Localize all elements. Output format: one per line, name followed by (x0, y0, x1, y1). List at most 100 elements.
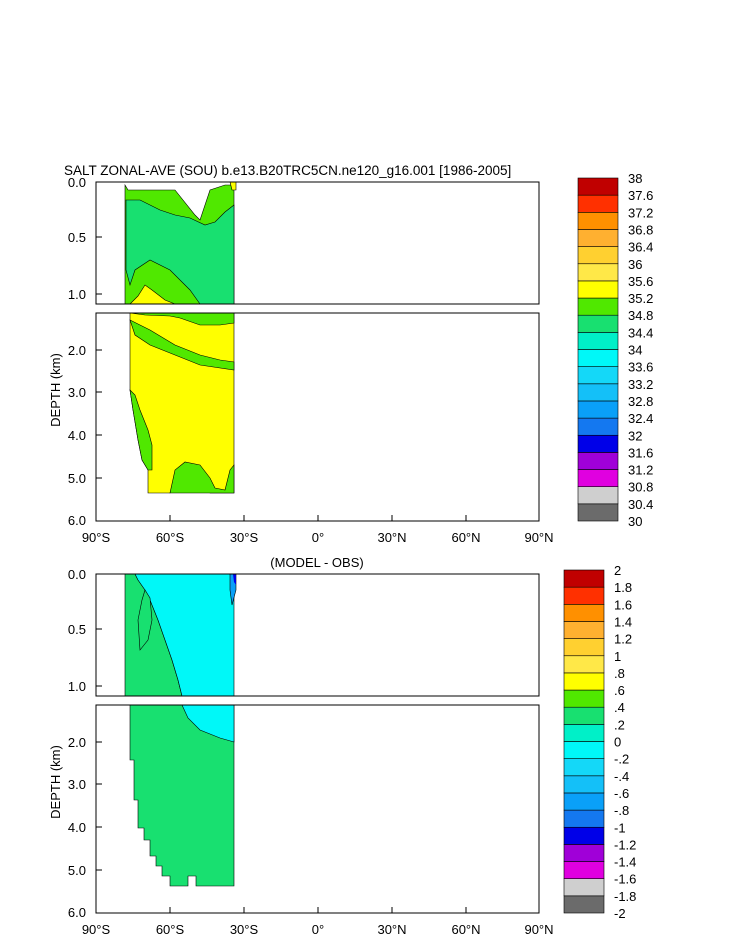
colorbar-label: 34.4 (628, 325, 653, 340)
panel-model-obs: (MODEL - OBS) DEPTH (km) 0.0 0.5 1.0 2.0 (48, 555, 636, 937)
y-tick-label: 3.0 (68, 385, 86, 400)
colorbar-label: 35.6 (628, 274, 653, 289)
salt-lower-fill (129, 312, 235, 494)
colorbar-label: .6 (614, 683, 625, 698)
colorbar-label: 37.6 (628, 188, 653, 203)
diff-region-upper-green-spike (137, 589, 153, 651)
colorbar-swatch (563, 569, 605, 588)
colorbar-label: -.8 (614, 803, 629, 818)
colorbar-label: 34 (628, 343, 642, 358)
colorbar-swatch (577, 503, 619, 522)
colorbar-label: 31.2 (628, 463, 653, 478)
diff-x-ticks: 90°S 60°S 30°S 0° 30°N 60°N 90°N (82, 907, 554, 937)
x-tick-label: 30°S (230, 530, 259, 545)
colorbar-salt: 30 30.4 30.8 31.2 31.6 32 32.4 32.8 33.2 33.6 34 34… (577, 171, 653, 529)
y-tick-label: 1.0 (68, 287, 86, 302)
y-tick-label: 6.0 (68, 513, 86, 528)
salt-region-lower-green (129, 312, 235, 326)
x-tick-label: 30°N (377, 922, 406, 937)
y-tick-label: 5.0 (68, 471, 86, 486)
colorbar-swatch (577, 314, 619, 333)
colorbar-swatch (577, 366, 619, 385)
colorbar-swatch (563, 775, 605, 794)
colorbar-label: 30 (628, 514, 642, 529)
chart-title: (MODEL - OBS) (270, 555, 363, 570)
colorbar-label: 36.8 (628, 222, 653, 237)
y-tick-label: 0.0 (68, 567, 86, 582)
colorbar-label: -2 (614, 906, 626, 921)
colorbar-swatch (577, 280, 619, 299)
diff-region-upper-darkblue (233, 574, 236, 585)
colorbar-swatch (577, 349, 619, 367)
diff-y-ticks-lower: 2.0 3.0 4.0 5.0 6.0 (68, 735, 102, 920)
colorbar-swatch (563, 895, 605, 914)
colorbar-label: 32 (628, 428, 642, 443)
y-tick-label: 1.0 (68, 679, 86, 694)
x-tick-label: 90°N (524, 530, 553, 545)
diff-upper-frame (95, 573, 540, 697)
colorbar-swatch (577, 297, 619, 316)
salt-region-bottom-green2 (169, 461, 235, 494)
panel-salt: SALT ZONAL-AVE (SOU) b.e13.B20TRC5CN.ne1… (48, 163, 653, 545)
salt-region-lower-green-band (129, 319, 235, 371)
x-tick-label: 30°S (230, 922, 259, 937)
colorbar-swatch (577, 434, 619, 453)
colorbar-swatch (577, 332, 619, 350)
x-tick-label: 0° (312, 530, 324, 545)
diff-lower-fill (129, 704, 235, 887)
x-tick-label: 90°S (82, 922, 111, 937)
colorbar-label: -.2 (614, 752, 629, 767)
colorbar-swatch (563, 706, 605, 725)
colorbar-swatch (577, 417, 619, 436)
colorbar-swatch (563, 861, 605, 879)
salt-upper-fill (124, 181, 237, 305)
colorbar-swatch (563, 689, 605, 708)
colorbar-label: 35.2 (628, 291, 653, 306)
y-tick-label: 2.0 (68, 343, 86, 358)
y-tick-label: 2.0 (68, 735, 86, 750)
colorbar-swatch (563, 809, 605, 828)
colorbar-swatch (577, 486, 619, 505)
colorbar-swatch (563, 792, 605, 811)
diff-upper-fill (124, 573, 237, 697)
colorbar-label: 32.8 (628, 394, 653, 409)
colorbar-swatch (577, 452, 619, 470)
colorbar-label: 2 (614, 563, 621, 578)
colorbar-label: .8 (614, 666, 625, 681)
colorbar-label: 1 (614, 649, 621, 664)
colorbar-swatch (577, 383, 619, 402)
colorbar-swatch (563, 655, 605, 674)
x-tick-label: 30°N (377, 530, 406, 545)
colorbar-swatch (563, 878, 605, 897)
diff-region-lower-green (129, 704, 235, 887)
colorbar-swatch (577, 263, 619, 282)
y-tick-label: 0.5 (68, 230, 86, 245)
y-tick-label: 3.0 (68, 777, 86, 792)
colorbar-label: 1.8 (614, 580, 632, 595)
colorbar-swatch (577, 177, 619, 196)
colorbar-label: 38 (628, 171, 642, 186)
colorbar-swatch (563, 586, 605, 605)
colorbar-label: .2 (614, 717, 625, 732)
diff-y-ticks-upper: 0.0 0.5 1.0 (68, 567, 102, 694)
colorbar-swatch (563, 724, 605, 742)
colorbar-swatch (563, 603, 605, 622)
colorbar-label: 36 (628, 257, 642, 272)
colorbar-swatch (563, 672, 605, 691)
colorbar-label: 30.8 (628, 480, 653, 495)
salt-x-ticks: 90°S 60°S 30°S 0° 30°N 60°N 90°N (82, 515, 554, 545)
colorbar-label: 31.6 (628, 445, 653, 460)
colorbar-swatch (563, 826, 605, 845)
y-tick-label: 5.0 (68, 863, 86, 878)
colorbar-swatch (577, 400, 619, 419)
colorbar-label: 36.4 (628, 240, 653, 255)
colorbar-swatch (563, 638, 605, 657)
colorbar-swatch (563, 844, 605, 862)
colorbar-label: 37.2 (628, 205, 653, 220)
salt-region-upper-green2 (125, 199, 235, 305)
y-tick-label: 6.0 (68, 905, 86, 920)
colorbar-label: 33.6 (628, 360, 653, 375)
colorbar-swatch (577, 229, 619, 247)
colorbar-label: 30.4 (628, 497, 653, 512)
